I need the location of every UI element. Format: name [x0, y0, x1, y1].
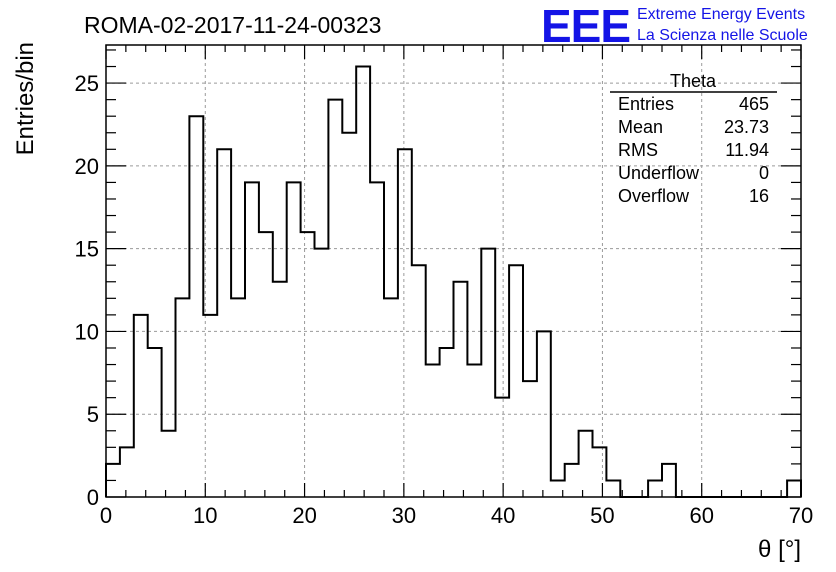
histogram-bin	[509, 265, 523, 497]
y-tick-label: 10	[75, 319, 99, 344]
histogram-bin	[481, 249, 495, 497]
stats-row-value: 465	[739, 94, 769, 114]
stats-row-label: Overflow	[618, 186, 690, 206]
histogram-bin	[454, 282, 468, 497]
stats-box: Theta Entries 465 Mean 23.73 RMS 11.94 Underfl…	[610, 71, 777, 206]
y-tick-label: 0	[87, 485, 99, 510]
stats-row-value: 23.73	[724, 117, 769, 137]
histogram-bin	[245, 182, 259, 497]
logo-mark: EEE	[541, 0, 630, 52]
logo-line-2: La Scienza nelle Scuole	[637, 27, 808, 44]
histogram-bin	[495, 398, 509, 497]
x-tick-label: 0	[100, 503, 112, 528]
stats-row-value: 11.94	[725, 140, 769, 160]
y-axis-label: Entries/bin	[12, 42, 39, 155]
histogram-bin	[356, 67, 370, 497]
x-tick-label: 70	[789, 503, 813, 528]
stats-rows: Entries 465 Mean 23.73 RMS 11.94 Underflow 0 Ove…	[618, 94, 769, 206]
tick-labels: 0 10 20 30 40 50 60 70 0 5 10 15 20 25	[75, 71, 814, 528]
histogram-bin	[315, 249, 329, 497]
histogram-bin	[606, 480, 620, 497]
histogram-bin	[426, 365, 440, 497]
stats-row-label: RMS	[618, 140, 658, 160]
stats-row-label: Entries	[618, 94, 674, 114]
histogram-outline	[105, 65, 802, 498]
chart-title: ROMA-02-2017-11-24-00323	[84, 12, 381, 38]
x-tick-label: 20	[292, 503, 316, 528]
histogram-bin	[203, 315, 217, 497]
histogram-series	[105, 65, 802, 498]
histogram-bin	[176, 298, 190, 497]
histogram-bin	[579, 431, 593, 497]
y-tick-label: 15	[75, 237, 99, 262]
histogram-bin	[273, 282, 287, 497]
x-tick-label: 30	[392, 503, 416, 528]
histogram-bin	[370, 182, 384, 497]
y-tick-label: 20	[75, 154, 99, 179]
histogram-bin	[120, 447, 134, 497]
histogram-bin	[537, 331, 551, 497]
stats-row-value: 0	[759, 163, 769, 183]
stats-row-value: 16	[749, 186, 769, 206]
x-tick-label: 50	[590, 503, 614, 528]
histogram-bin	[412, 265, 426, 497]
histogram-bin	[287, 182, 301, 497]
histogram-bin	[648, 480, 662, 497]
x-tick-label: 10	[193, 503, 217, 528]
stats-row-label: Underflow	[618, 163, 700, 183]
histogram-bin	[523, 381, 537, 497]
stats-row-label: Mean	[618, 117, 663, 137]
eee-logo: EEE Extreme Energy Events La Scienza nel…	[541, 0, 808, 52]
histogram-bin	[662, 464, 676, 497]
histogram-bin	[259, 232, 273, 497]
histogram-bin	[384, 298, 398, 497]
y-tick-label: 25	[75, 71, 99, 96]
histogram-bin	[134, 315, 148, 497]
axis-ticks	[105, 45, 802, 498]
plot-frame	[105, 44, 802, 498]
histogram-bin	[565, 464, 579, 497]
x-tick-label: 40	[491, 503, 515, 528]
histogram-bin	[787, 480, 801, 497]
histogram-bin	[467, 365, 481, 497]
y-tick-label: 5	[87, 402, 99, 427]
histogram-bin	[440, 348, 454, 497]
grid-lines	[106, 45, 801, 497]
stats-title: Theta	[670, 71, 717, 91]
histogram-bin	[593, 447, 607, 497]
histogram-bin	[189, 116, 203, 497]
x-axis-label: θ [°]	[758, 536, 801, 563]
histogram-bin	[342, 133, 356, 497]
histogram-bin	[301, 232, 315, 497]
histogram-bin	[148, 348, 162, 497]
histogram-bin	[217, 149, 231, 497]
histogram-bin	[162, 431, 176, 497]
x-tick-label: 60	[689, 503, 713, 528]
histogram-bin	[231, 298, 245, 497]
histogram-bin	[398, 149, 412, 497]
logo-line-1: Extreme Energy Events	[637, 6, 805, 23]
histogram-bin	[328, 100, 342, 497]
